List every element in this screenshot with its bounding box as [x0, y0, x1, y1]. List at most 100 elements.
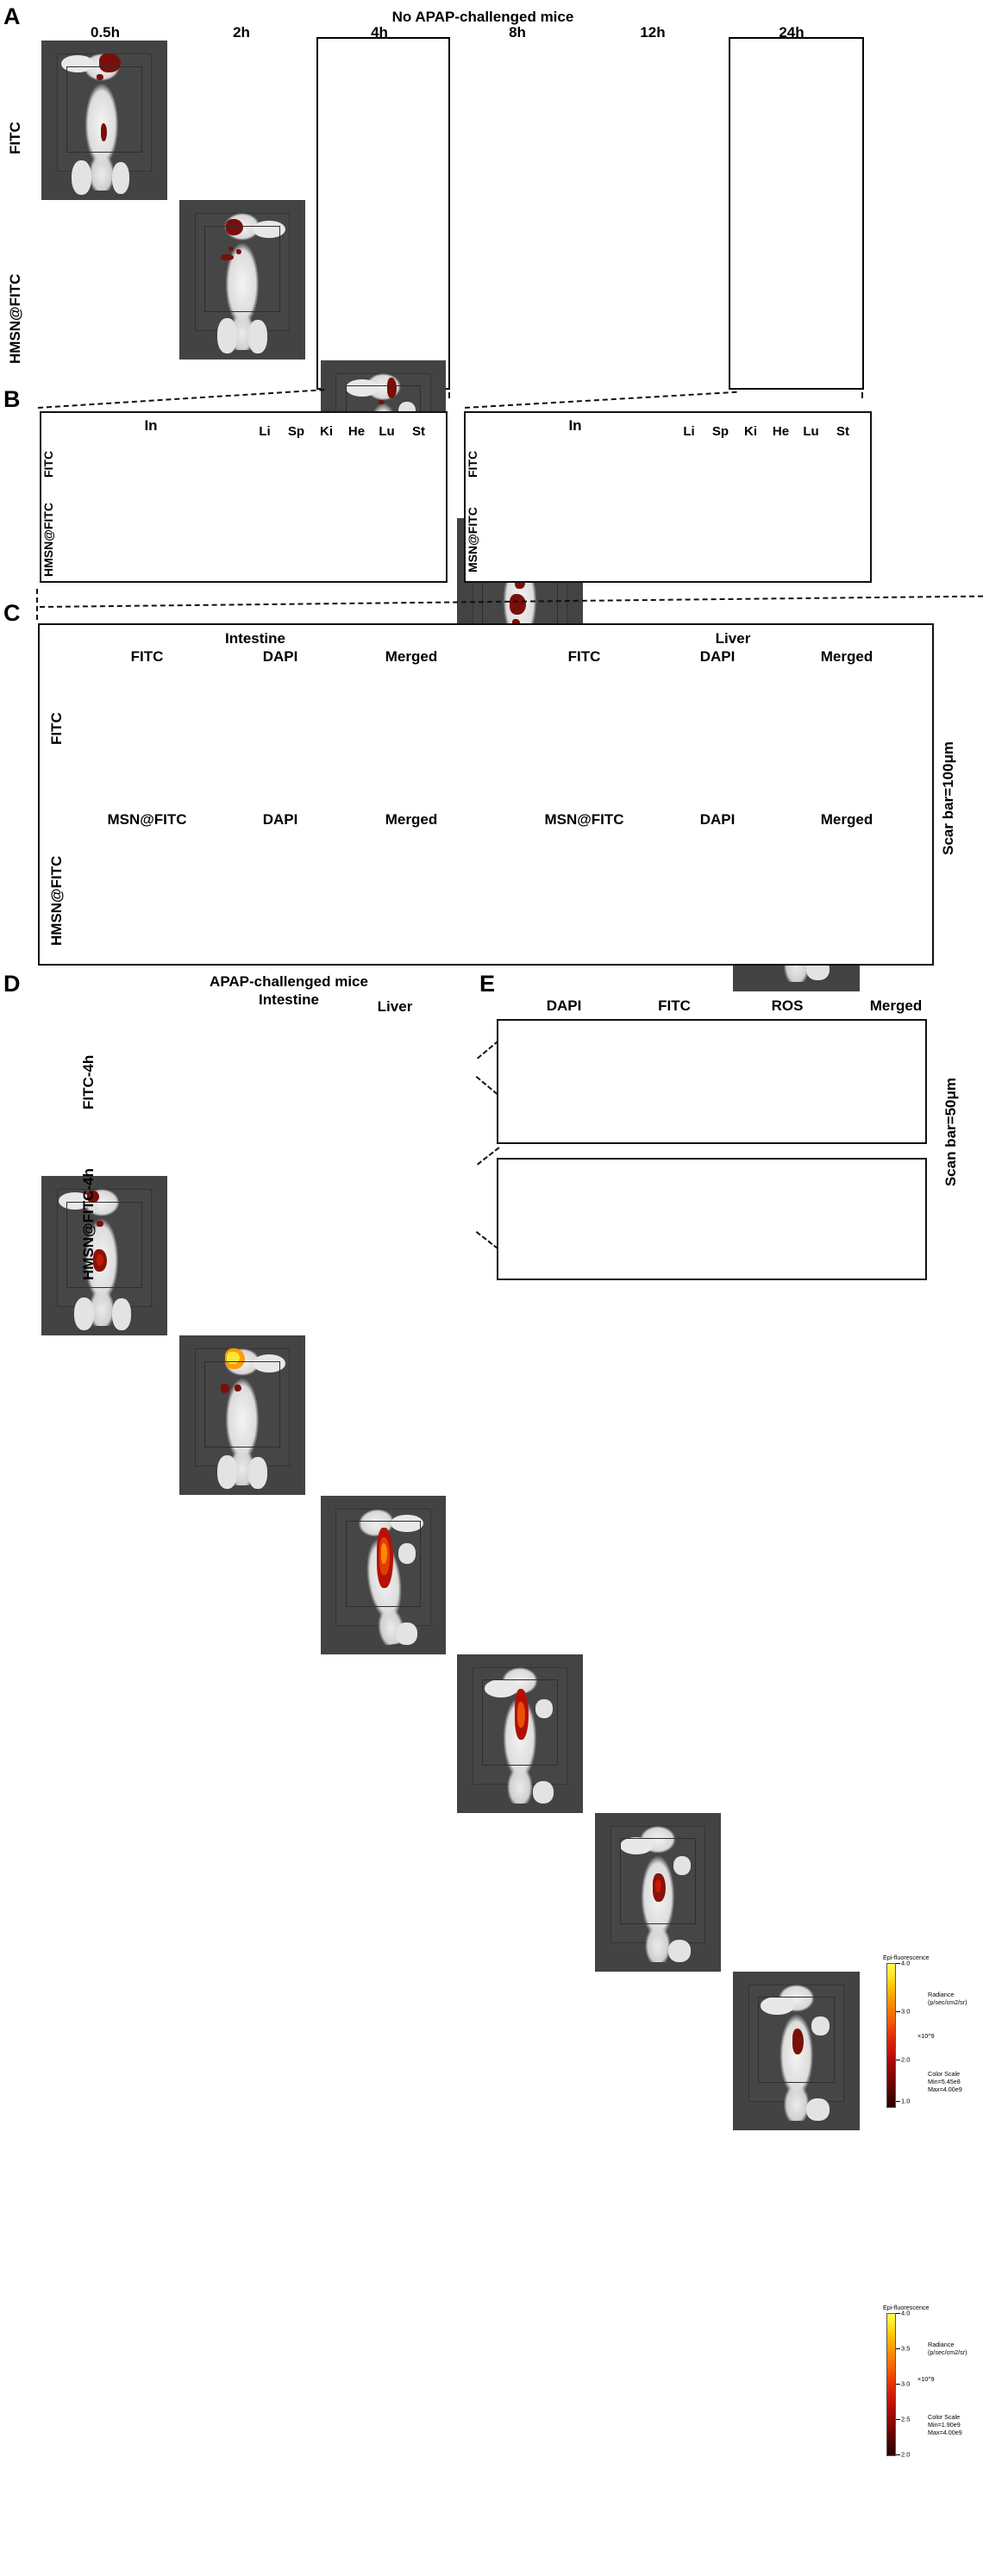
organ-label-he: He [772, 424, 790, 439]
organ-label-st: St [836, 424, 849, 439]
colorbar-exponent: ×10^9 [917, 2032, 935, 2040]
colorbar-tick-3: 1.0 [901, 2097, 911, 2105]
connector-line-e-top [477, 1040, 499, 1060]
mouse-image-hmsn-4h [321, 1496, 446, 1654]
organ-label-lu: Lu [803, 424, 819, 439]
panel-d-subtitle: Intestine [259, 991, 319, 1008]
mouse-image-hmsn-2h [179, 1335, 305, 1495]
panel-c-intestine-header: Intestine [225, 630, 285, 647]
colorbar-tick-4: 2.0 [901, 2450, 911, 2459]
panel-b-left-in-header: In [144, 417, 158, 434]
panel-c-col-fitc-intestine: FITC [130, 648, 164, 665]
scale-min: Min=1.90e9 [928, 2420, 961, 2429]
panel-c-scalebar-label: Scar bar=100μm [940, 741, 956, 855]
mouse-image-fitc-2h [179, 200, 305, 360]
colorbar-exponent: ×10^9 [917, 2375, 935, 2383]
panel-b-left-box [40, 411, 448, 583]
scale-title: Color Scale [928, 2070, 961, 2078]
panel-c-col-msnfitc-intestine: MSN@FITC [107, 811, 187, 828]
panel-b-left-row-label-fitc: FITC [41, 450, 55, 478]
organ-label-li: Li [259, 424, 271, 439]
organ-label-lu: Lu [379, 424, 395, 439]
scale-max: Max=4.00e9 [928, 2428, 962, 2436]
panel-c-row-label-fitc: FITC [48, 712, 65, 745]
colorbar-radiance-label: Radiance (p/sec/cm2/sr) [928, 2341, 967, 2357]
panel-c-col-merged2-liver: Merged [820, 811, 873, 828]
radiance-text: Radiance [928, 2341, 955, 2348]
panel-a-title: No APAP-challenged mice [391, 9, 574, 25]
panel-a-row-label-fitc: FITC [7, 122, 23, 154]
scale-min: Min=5.45e8 [928, 2077, 961, 2085]
panel-a-letter: A [3, 3, 21, 29]
panel-c-col-fitc-liver: FITC [567, 648, 601, 665]
panel-c-letter: C [3, 600, 21, 626]
organ-label-ki: Ki [744, 424, 757, 439]
panel-e-col-dapi: DAPI [546, 997, 582, 1014]
connector-line-c-left [36, 589, 38, 620]
panel-c-col-dapi-intestine: DAPI [262, 648, 298, 665]
highlight-box-24h [729, 37, 864, 390]
mouse-image-hmsn-8h [457, 1654, 583, 1813]
panel-e-col-ros: ROS [771, 997, 804, 1014]
timepoint-label-4: 12h [640, 24, 666, 41]
panel-d-row-label-fitc4h: FITC-4h [80, 1054, 97, 1110]
colorbar-radiance-label: Radiance (p/sec/cm2/sr) [928, 1991, 967, 2007]
connector-line-e-mid [475, 1076, 498, 1096]
panel-c-col-merged2-intestine: Merged [385, 811, 438, 828]
panel-b-letter: B [3, 386, 21, 412]
organ-label-sp: Sp [711, 424, 729, 439]
organ-label-ki: Ki [320, 424, 333, 439]
colorbar-scale-info: Color Scale Min=5.45e8 Max=4.00e9 [928, 2070, 962, 2093]
organ-label-sp: Sp [287, 424, 305, 439]
colorbar-tick-0: 4.0 [901, 2309, 911, 2317]
mouse-image-fitc-0.5h [41, 41, 167, 200]
panel-e-scalebar-label: Scan bar=50μm [942, 1078, 959, 1187]
panel-c-box [38, 623, 934, 966]
panel-e-box-row2 [497, 1158, 927, 1280]
panel-c-col-merged-liver: Merged [820, 648, 873, 665]
colorbar-tick-0: 4.0 [901, 1959, 911, 1967]
connector-line-a-right [448, 392, 450, 398]
panel-b-right-row-label-fitc: FITC [466, 450, 479, 478]
panel-a-colorbar-2: Epi-fluorescence 4.0 3.5 3.0 2.5 2.0 Rad… [883, 2304, 980, 2467]
connector-line-a-left [38, 389, 325, 409]
colorbar-scale-info: Color Scale Min=1.90e9 Max=4.00e9 [928, 2413, 962, 2436]
mouse-image-hmsn-12h [595, 1813, 721, 1972]
panel-c-col-merged-intestine: Merged [385, 648, 438, 665]
connector-line-e-bot2 [475, 1231, 499, 1250]
panel-e-col-merged: Merged [869, 997, 923, 1014]
panel-c-liver-header: Liver [715, 630, 751, 647]
scale-title: Color Scale [928, 2413, 961, 2421]
panel-b-right-in-header: In [568, 417, 582, 434]
panel-b-right-box [464, 411, 872, 583]
panel-c-row-label-hmsn: HMSN@FITC [48, 855, 65, 947]
panel-c-col-dapi2-liver: DAPI [699, 811, 736, 828]
colorbar-gradient [886, 1963, 896, 2108]
connector-line-b-left [465, 391, 737, 409]
panel-d-title: APAP-challenged mice [210, 973, 368, 990]
mouse-image-hmsn-24h [733, 1972, 860, 2130]
panel-e-letter: E [479, 971, 496, 997]
colorbar-tick-2: 2.0 [901, 2055, 911, 2064]
panel-e-box-row1 [497, 1019, 927, 1144]
radiance-units: (p/sec/cm2/sr) [928, 1998, 967, 2006]
timepoint-label-0: 0.5h [90, 24, 121, 41]
radiance-units: (p/sec/cm2/sr) [928, 2348, 967, 2356]
timepoint-label-5: 24h [779, 24, 805, 41]
connector-line-b-right [861, 392, 863, 398]
timepoint-label-3: 8h [509, 24, 526, 41]
scale-max: Max=4.00e9 [928, 2085, 962, 2093]
panel-d-liver-label: Liver [377, 998, 413, 1015]
organ-label-li: Li [683, 424, 695, 439]
panel-c-col-msnfitc-liver: MSN@FITC [544, 811, 624, 828]
organ-label-st: St [412, 424, 425, 439]
mouse-image-hmsn-0.5h [41, 1176, 167, 1335]
timepoint-label-2: 4h [371, 24, 388, 41]
panel-c-col-dapi2-intestine: DAPI [262, 811, 298, 828]
colorbar-gradient [886, 2313, 896, 2456]
panel-a-row-label-hmsn: HMSN@FITC [7, 273, 23, 365]
colorbar-tick-2: 3.0 [901, 2379, 911, 2388]
panel-a-colorbar-1: Epi-fluorescence 4.0 3.0 2.0 1.0 Radianc… [883, 1954, 980, 2117]
radiance-text: Radiance [928, 1991, 955, 1998]
panel-d-row-label-hmsn4h: HMSN@FITC-4h [80, 1168, 97, 1280]
